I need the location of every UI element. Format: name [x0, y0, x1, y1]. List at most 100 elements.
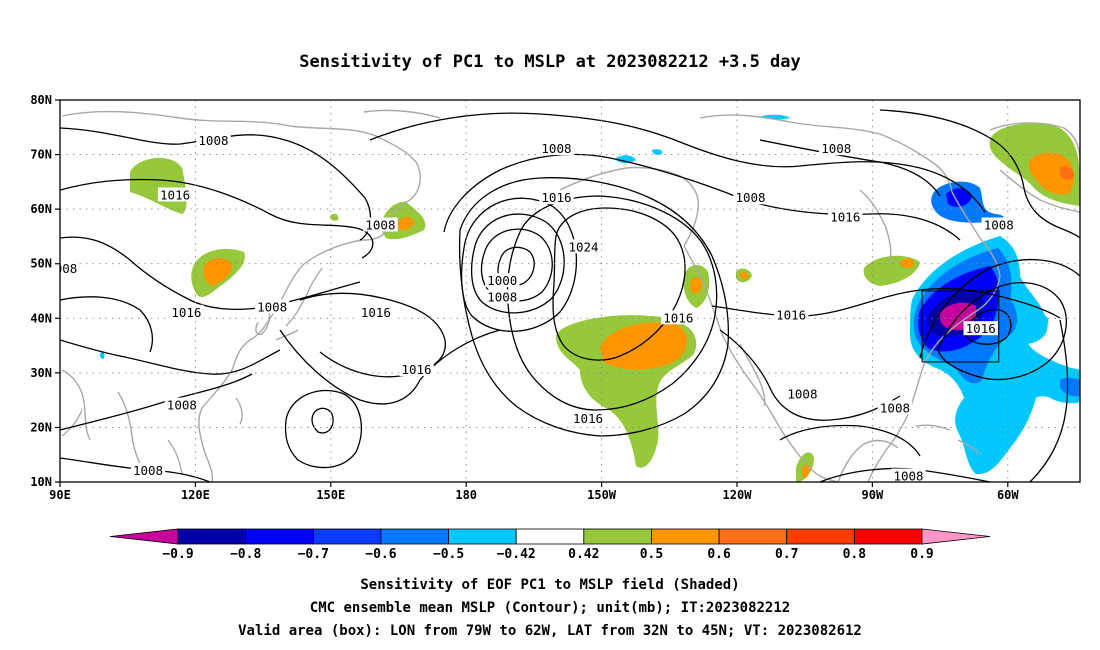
shade-positive-small-dot [330, 213, 339, 221]
lon-tick-label: 150E [316, 488, 345, 502]
contour-label: 1008 [984, 218, 1014, 233]
lon-tick-label: 180 [455, 488, 477, 502]
colorbar-swatch [853, 528, 923, 545]
isobar-1008-low-ring-1 [480, 228, 553, 302]
contour-label: 1016 [160, 188, 190, 203]
colorbar-swatch [651, 528, 720, 545]
colorbar-high-end [921, 528, 991, 545]
isobar-1008-gulf [779, 424, 921, 457]
map-panel: 1008 1016 1008 1016 1008 1008 1016 1016 1008 1008… [30, 93, 1081, 502]
coastline-caribbean [915, 424, 981, 455]
contour-label-background [485, 289, 520, 304]
shade-positive-greenland-strong [1060, 166, 1074, 180]
isobar-1008-low-ring-2 [470, 213, 565, 314]
isobar-1016-aleutian [443, 153, 961, 241]
contour-label: 1008 [47, 261, 77, 276]
lon-tick-label: 150W [587, 488, 617, 502]
isobar-1016-north-asia [60, 178, 374, 259]
isobar-1016-east-pacific [506, 195, 718, 411]
caption-line-3: Valid area (box): LON from 79W to 62W, L… [238, 623, 862, 639]
lat-tick-label: 10N [30, 475, 52, 489]
colorbar-swatch [245, 528, 314, 545]
isobar-1016-atlantic-east [1029, 319, 1069, 482]
coastline-japan [275, 267, 323, 341]
lat-tick-label: 40N [30, 311, 52, 325]
lat-tick-label: 60N [30, 202, 52, 216]
contour-label: 1008 [198, 133, 228, 148]
isobar-ring-small [311, 407, 334, 434]
contour-labels: 1008 1016 1008 1016 1008 1008 1016 1016 1008 1008… [47, 132, 1016, 484]
contour-label: 1016 [361, 305, 391, 320]
colorbar-swatch [312, 528, 382, 545]
contour-label-background [819, 141, 854, 156]
colorbar-tick-label: −0.7 [298, 547, 329, 562]
contour-label-background [539, 141, 574, 156]
isobar-1008-north-america-inner [719, 329, 901, 421]
contour-label-background [60, 261, 80, 276]
contour-label: 1008 [787, 387, 817, 402]
contour-label: 1024 [568, 239, 598, 254]
shade-positive-pacific-core [600, 322, 688, 370]
contour-label: 1008 [893, 469, 923, 484]
contour-label-background [733, 190, 768, 205]
isobar-1016-china [60, 296, 154, 353]
coastline-india [61, 369, 91, 441]
contour-label-background [363, 217, 398, 232]
lat-tick-label: 70N [30, 148, 52, 162]
valid-area-box [921, 290, 1000, 363]
isobar-ring-large [284, 389, 362, 469]
colorbar-swatch [177, 528, 247, 545]
isobar-1000-low [497, 246, 535, 286]
shade-positive-mexico-core [802, 464, 810, 478]
contour-label: 1008 [167, 398, 197, 413]
contour-label: 1016 [663, 310, 693, 325]
shade-positive-greenland-core [1028, 152, 1074, 195]
contour-label-background [877, 400, 913, 415]
contour-label-background [828, 209, 863, 224]
colorbar-tick-label: −0.6 [365, 547, 396, 562]
contour-label: 1016 [171, 305, 201, 320]
coastline-hudson [859, 189, 892, 263]
colorbar-swatch [380, 528, 449, 545]
contour-label: 1016 [573, 411, 603, 426]
contour-label-background [785, 386, 820, 401]
colorbar-swatch [448, 528, 517, 545]
isobar-1000-labrador [759, 139, 941, 197]
contour-label-background [399, 362, 434, 377]
contour-label: 1008 [541, 141, 571, 156]
colorbar: −0.9 −0.8 −0.7 −0.6 −0.5 −0.42 0.42 0.5 0.6 0.7 0.… [109, 528, 991, 562]
lon-tick-label: 120W [723, 488, 753, 502]
contour-label-background [130, 463, 166, 478]
colorbar-tick-label: 0.8 [843, 547, 867, 562]
lat-tick-label: 50N [30, 257, 52, 271]
isobar-1008-asia-low [60, 339, 281, 375]
contour-label-background [891, 468, 926, 482]
map-title: Sensitivity of PC1 to MSLP at 2023082212… [299, 52, 801, 72]
shade-positive-coast-na-core [690, 277, 702, 294]
colorbar-tick-label: 0.9 [910, 547, 933, 562]
colorbar-tick-label: 0.6 [707, 547, 731, 562]
colorbar-swatch [718, 528, 788, 545]
contour-label-background [661, 310, 696, 325]
isobar-1016-low-ring [460, 197, 577, 332]
lon-tick-label: 120E [181, 488, 210, 502]
contour-label: 1008 [735, 190, 765, 205]
contour-label-background [773, 307, 809, 322]
isobar-1024-atlantic-high [963, 309, 1012, 345]
lon-tick-label: 90E [49, 488, 71, 502]
shade-positive-china-core [203, 258, 233, 286]
contour-label: 1008 [487, 290, 517, 305]
sensitivity-shading [100, 114, 1080, 482]
shade-negative-east-atlantic-2 [1060, 377, 1080, 397]
contour-label: 1016 [776, 308, 806, 323]
isobar-1008-greenland [879, 109, 1080, 239]
colorbar-tick-label: 0.7 [775, 547, 798, 562]
colorbar-tick-label: 0.5 [640, 547, 663, 562]
contour-label: 1000 [487, 273, 517, 288]
coastline-north-america-west [683, 245, 839, 482]
contour-label: 1008 [821, 141, 851, 156]
lon-tick-label: 90W [862, 488, 884, 502]
lat-tick-label: 20N [30, 420, 52, 434]
contour-label: 1008 [880, 400, 910, 415]
contour-label-background [358, 304, 394, 319]
